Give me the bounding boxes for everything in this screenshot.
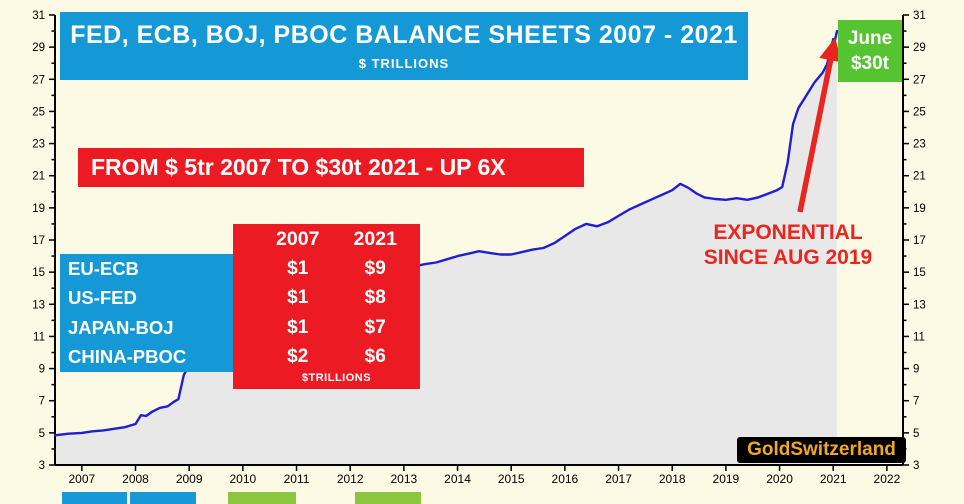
- x-axis-label: 2010: [229, 472, 256, 486]
- watermark: GoldSwitzerland: [737, 437, 906, 463]
- x-axis-label: 2008: [122, 472, 149, 486]
- watermark-text: GoldSwitzerland: [747, 439, 896, 460]
- y-axis-label-left: 25: [32, 106, 45, 118]
- page-subtitle: $ TRILLIONS: [358, 56, 450, 71]
- x-axis-label: 2011: [284, 472, 310, 486]
- cell-us-fed-2007: $1: [287, 287, 309, 309]
- bank-label-japan-boj: JAPAN-BOJ: [68, 316, 174, 338]
- x-axis-label: 2017: [605, 472, 632, 486]
- col-header-2007: 2007: [276, 227, 320, 250]
- x-axis-label: 2016: [552, 472, 579, 486]
- banks-panel: EU-ECB US-FED JAPAN-BOJ CHINA-PBOC: [60, 254, 233, 372]
- bank-label-eu-ecb: EU-ECB: [68, 257, 139, 279]
- y-axis-label-right: 15: [913, 267, 926, 279]
- x-axis-label: 2012: [337, 472, 364, 486]
- y-axis-label-right: 11: [913, 331, 925, 343]
- cell-china-pboc-2021: $6: [364, 346, 386, 368]
- y-axis-label-left: 17: [32, 235, 45, 247]
- cell-eu-ecb-2021: $9: [364, 257, 386, 279]
- x-axis-label: 2020: [766, 472, 793, 486]
- x-axis-label: 2019: [713, 472, 740, 486]
- y-axis-label-left: 27: [32, 74, 45, 86]
- y-axis-label-left: 29: [32, 42, 45, 54]
- y-axis-label-right: 17: [913, 235, 926, 247]
- table-row-eu-ecb: $1 $9: [259, 254, 414, 284]
- table-row-china-pboc: $2 $6: [259, 343, 414, 373]
- x-axis-label: 2018: [659, 472, 686, 486]
- y-axis-label-left: 15: [32, 267, 45, 279]
- col-header-2021: 2021: [353, 227, 397, 250]
- values-table: 2007 2021 $1 $9 $1 $8 $1 $7 $2 $6 $TRILL…: [233, 224, 420, 389]
- june-peak-month: June: [847, 27, 893, 49]
- y-axis-label-left: 11: [33, 331, 45, 343]
- x-axis-label: 2022: [874, 472, 901, 486]
- y-axis-label-right: 9: [913, 364, 919, 376]
- y-axis-label-right: 3: [913, 460, 919, 472]
- y-axis-label-right: 19: [913, 203, 926, 215]
- y-axis-label-left: 9: [39, 364, 45, 376]
- cutoff-box-green-1: [228, 492, 296, 504]
- y-axis-label-right: 13: [913, 299, 926, 311]
- annotation-line1: EXPONENTIAL: [713, 221, 863, 244]
- x-axis-label: 2007: [68, 472, 95, 486]
- x-axis-label: 2009: [176, 472, 203, 486]
- x-axis-label: 2013: [391, 472, 418, 486]
- cell-eu-ecb-2007: $1: [287, 257, 309, 279]
- y-axis-label-left: 7: [39, 396, 45, 408]
- y-axis-label-left: 19: [32, 203, 45, 215]
- cell-japan-boj-2007: $1: [287, 316, 309, 338]
- growth-banner-text: FROM $ 5tr 2007 TO $30t 2021 - UP 6X: [91, 154, 506, 180]
- balance-sheet-line: [53, 29, 839, 437]
- title-banner: FED, ECB, BOJ, PBOC BALANCE SHEETS 2007 …: [60, 12, 748, 80]
- table-row-us-fed: $1 $8: [259, 284, 414, 314]
- cutoff-box-green-2: [355, 492, 421, 504]
- bank-label-us-fed: US-FED: [68, 287, 137, 309]
- bank-label-china-pboc: CHINA-PBOC: [68, 346, 187, 368]
- y-axis-label-left: 13: [32, 299, 45, 311]
- y-axis-label-right: 25: [913, 106, 926, 118]
- exponential-arrow-icon: [797, 37, 842, 213]
- y-axis-label-left: 3: [39, 460, 45, 472]
- june-peak-value: $30t: [850, 52, 890, 74]
- exponential-annotation: EXPONENTIAL SINCE AUG 2019: [682, 221, 894, 271]
- y-axis-label-left: 21: [32, 171, 45, 183]
- y-axis-label-left: 23: [32, 139, 45, 151]
- y-axis-label-right: 31: [913, 10, 926, 22]
- x-axis-label: 2015: [498, 472, 525, 486]
- values-table-footer: $TRILLIONS: [301, 372, 372, 384]
- annotation-line2: SINCE AUG 2019: [703, 245, 873, 269]
- y-axis-label-left: 31: [32, 10, 45, 22]
- y-axis-label-left: 5: [39, 428, 45, 440]
- y-axis-label-right: 21: [913, 171, 926, 183]
- y-axis-label-right: 7: [913, 396, 919, 408]
- june-peak-callout: June $30t: [838, 20, 902, 82]
- cell-us-fed-2021: $8: [364, 287, 386, 309]
- values-table-header: 2007 2021: [259, 224, 414, 254]
- cell-japan-boj-2021: $7: [364, 316, 386, 338]
- cell-china-pboc-2007: $2: [287, 346, 309, 368]
- cutoff-box-blue-2: [130, 492, 196, 504]
- y-axis-label-right: 27: [913, 74, 926, 86]
- y-axis-label-right: 5: [913, 428, 919, 440]
- x-axis-label: 2021: [820, 472, 847, 486]
- page-title: FED, ECB, BOJ, PBOC BALANCE SHEETS 2007 …: [70, 21, 738, 49]
- table-row-japan-boj: $1 $7: [259, 313, 414, 343]
- cutoff-box-blue-1: [62, 492, 127, 504]
- x-axis-label: 2014: [444, 472, 471, 486]
- y-axis-label-right: 29: [913, 42, 926, 54]
- y-axis-label-right: 23: [913, 139, 926, 151]
- growth-banner: FROM $ 5tr 2007 TO $30t 2021 - UP 6X: [78, 148, 584, 187]
